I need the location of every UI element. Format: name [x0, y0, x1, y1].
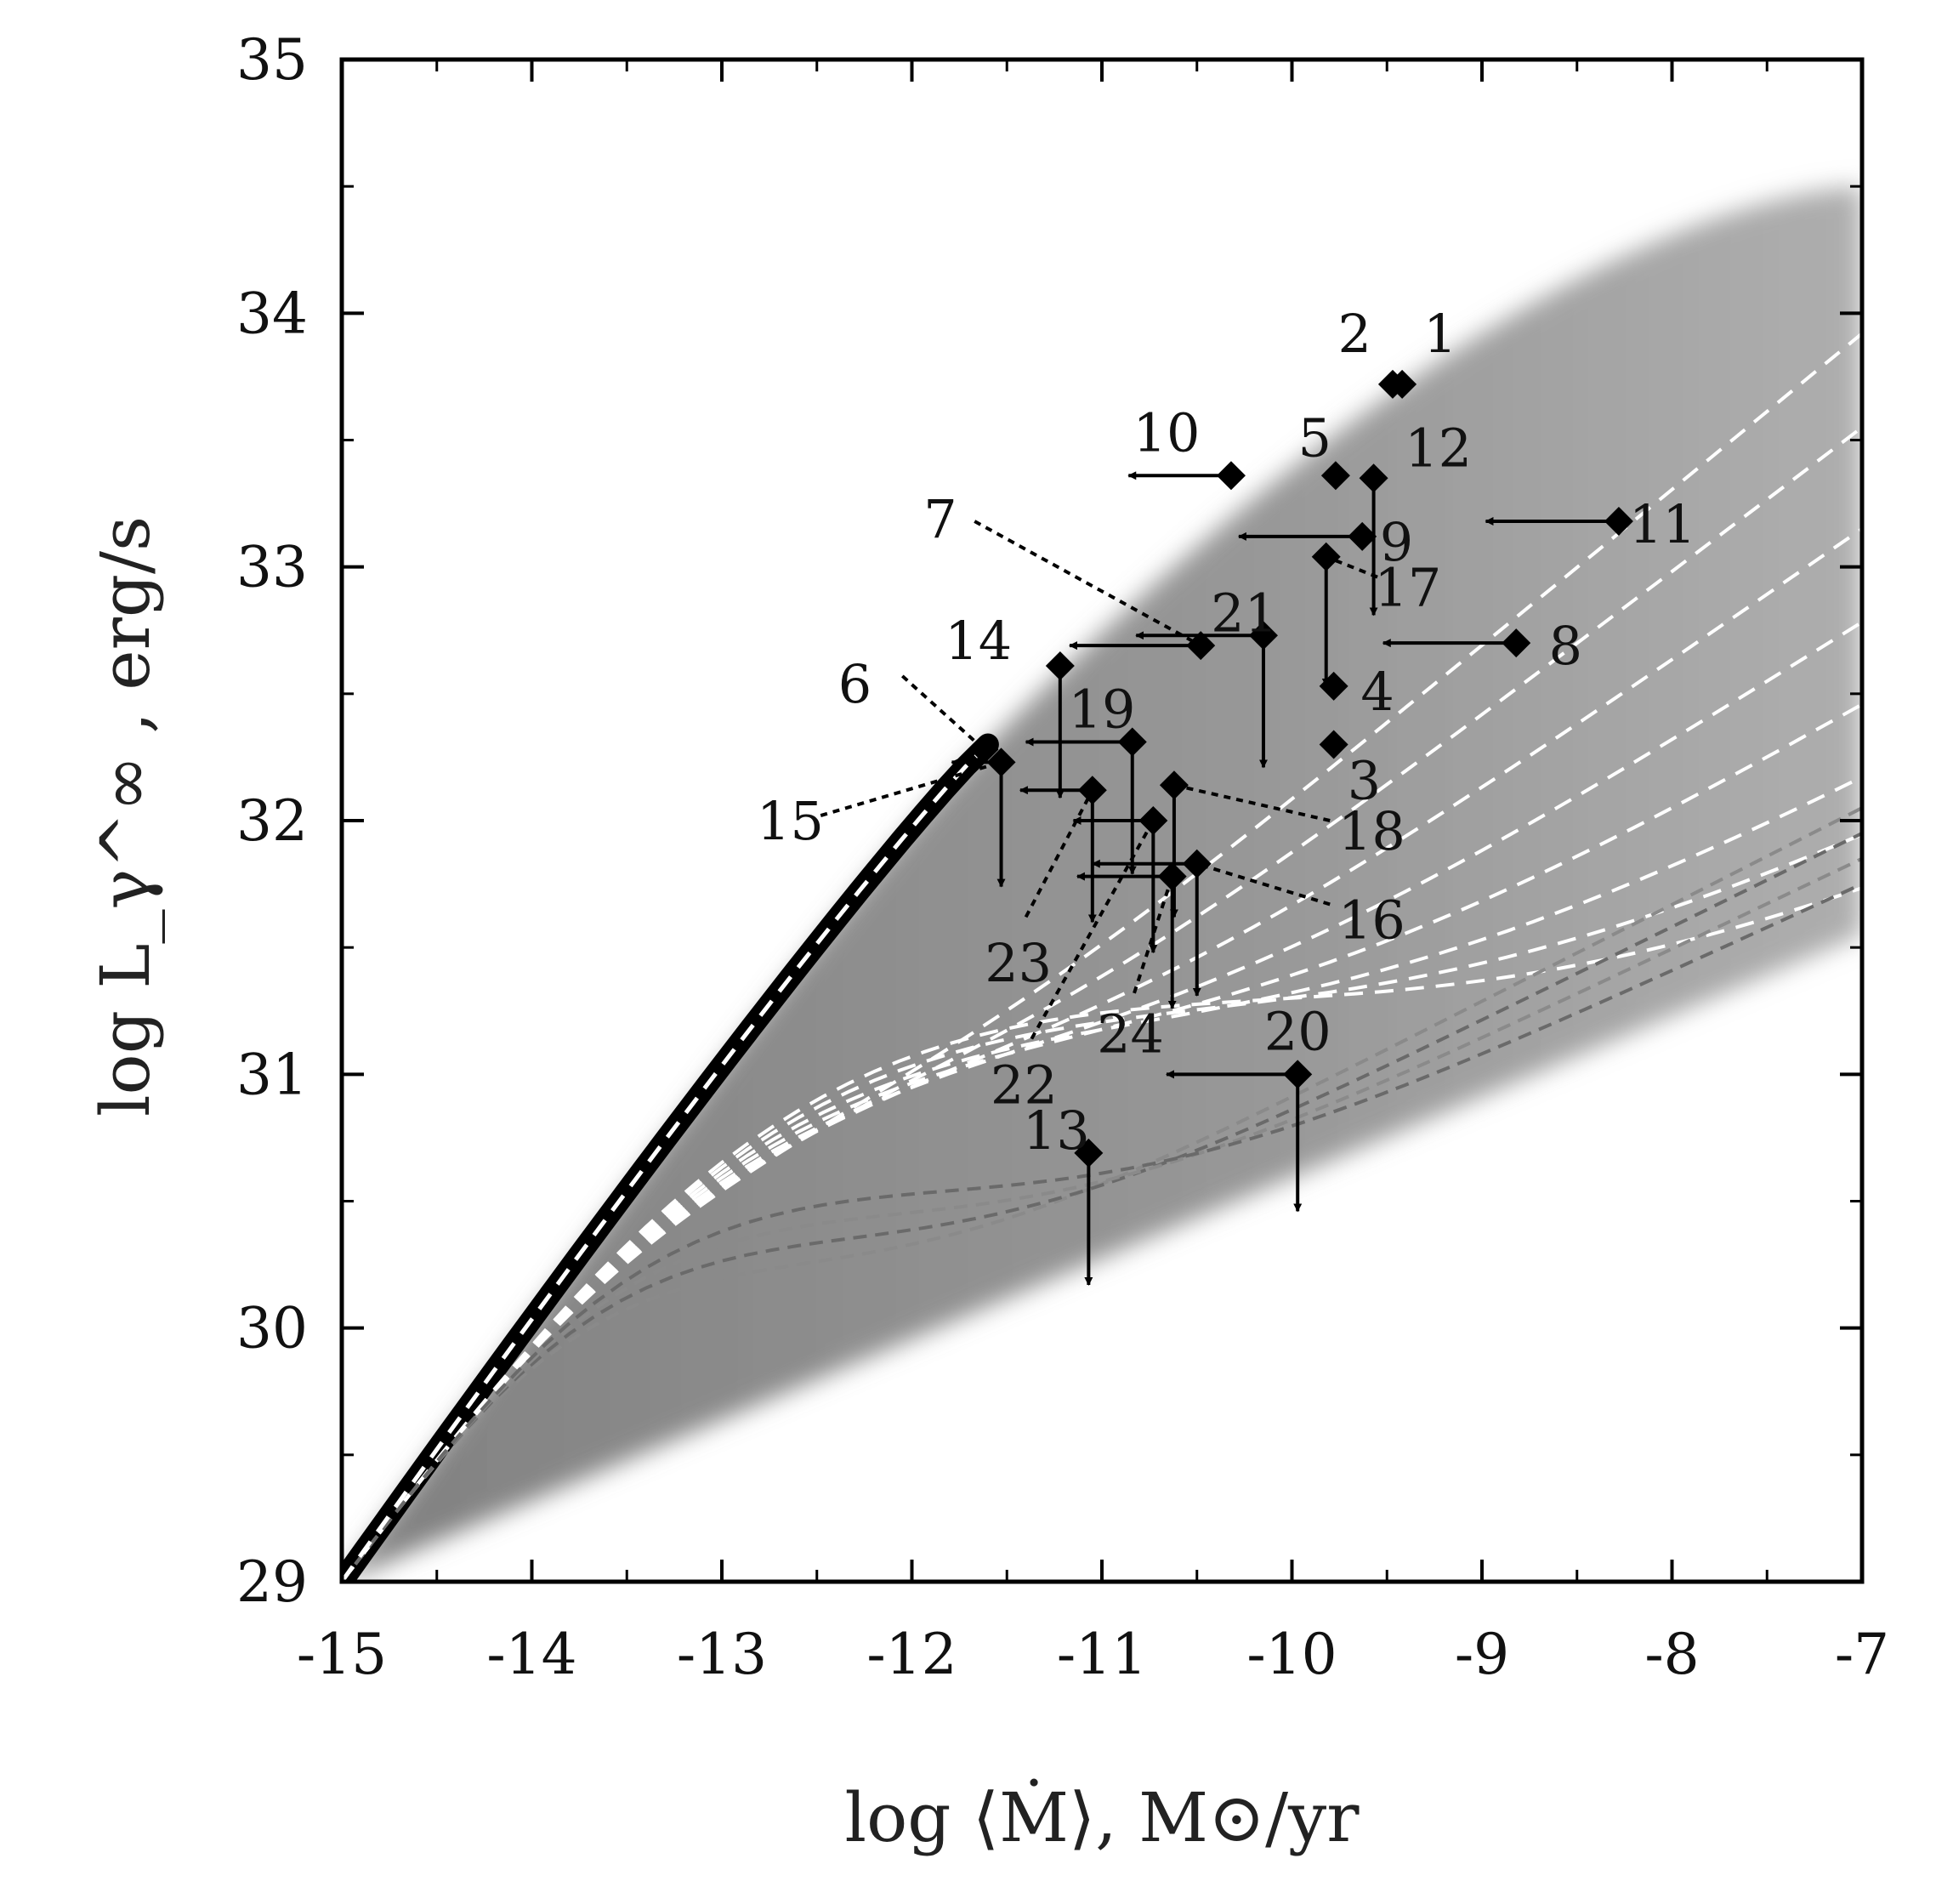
data-point [986, 747, 1016, 777]
label-pointer [820, 760, 1002, 817]
y-tick-label: 35 [236, 27, 308, 93]
y-tick-label: 34 [236, 281, 308, 346]
model-curves [342, 332, 1862, 1582]
white-dashed-curve [342, 702, 1862, 1582]
label-pointer [900, 674, 985, 751]
steep-dashed-curve [342, 742, 990, 1582]
point-label: 18 [1338, 800, 1405, 862]
y-axis-label: log L_γ^∞ , erg/s [86, 516, 165, 1117]
x-tick-label: -11 [1057, 1622, 1147, 1687]
y-tick-label: 31 [236, 1042, 308, 1107]
point-label: 16 [1338, 889, 1405, 951]
data-point [1359, 463, 1388, 493]
data-point [1283, 1060, 1313, 1089]
label-pointer [1195, 861, 1331, 907]
point-label: 2 [1338, 303, 1371, 365]
label-pointer [1030, 820, 1155, 1040]
data-point [1077, 776, 1107, 805]
data-point [1319, 671, 1348, 701]
label-pointer [1024, 789, 1094, 918]
data-point [1074, 1138, 1104, 1168]
point-label: 19 [1069, 679, 1136, 741]
model-band-region [342, 186, 1862, 1582]
x-tick-label: -12 [866, 1622, 957, 1687]
data-point [1604, 506, 1633, 536]
point-label: 24 [1097, 1003, 1164, 1066]
y-tick-label: 29 [236, 1549, 308, 1615]
point-label: 17 [1374, 557, 1441, 619]
data-point [1348, 521, 1377, 551]
model-band [342, 186, 1862, 1582]
data-point [1117, 727, 1147, 757]
data-point [1159, 770, 1189, 800]
white-dashed-curve [342, 426, 1862, 1582]
data-point [1248, 621, 1278, 651]
data-point [1320, 461, 1350, 491]
point-label: 21 [1211, 582, 1278, 644]
data-point [1138, 806, 1168, 835]
label-pointer [1133, 875, 1174, 994]
y-tick-label: 30 [236, 1296, 308, 1361]
point-label: 10 [1133, 402, 1201, 464]
point-label: 9 [1380, 511, 1413, 573]
data-point [969, 735, 999, 764]
data-point [1377, 369, 1407, 399]
white-dashed-curve [342, 527, 1862, 1582]
point-label: 6 [838, 653, 871, 715]
x-tick-label: -14 [486, 1622, 576, 1687]
point-label: 1 [1423, 303, 1456, 365]
point-label: 5 [1298, 407, 1331, 469]
point-label: 8 [1549, 615, 1582, 677]
point-label: 15 [757, 790, 824, 852]
data-point [1311, 542, 1341, 571]
point-label: 11 [1629, 493, 1696, 555]
y-tick-label: 32 [236, 788, 308, 854]
point-label: 4 [1360, 661, 1394, 723]
point-label: 7 [923, 488, 957, 550]
white-dashed-curve [342, 620, 1862, 1582]
data-point [1157, 861, 1187, 891]
point-label: 22 [991, 1054, 1058, 1116]
data-point [1319, 730, 1348, 759]
x-tick-label: -15 [297, 1622, 387, 1687]
x-tick-label: -13 [677, 1622, 767, 1687]
point-label: 12 [1405, 417, 1472, 479]
data-point [1502, 628, 1531, 658]
x-tick-label: -7 [1835, 1622, 1889, 1687]
grey-dashed-curve [342, 882, 1862, 1582]
data-point [1045, 651, 1075, 681]
x-axis-label: log ⟨Ṁ⟩, M⊙/yr [845, 1777, 1360, 1857]
grey-dashed-curve [342, 832, 1862, 1582]
data-point [1186, 631, 1216, 661]
point-label: 20 [1264, 1001, 1331, 1063]
white-dashed-curve [342, 886, 1862, 1582]
point-label: 3 [1348, 749, 1381, 811]
x-tick-label: -10 [1246, 1622, 1337, 1687]
data-point [1216, 461, 1246, 491]
data-point [1182, 849, 1212, 878]
point-label: 13 [1023, 1100, 1090, 1162]
label-pointer [1172, 782, 1331, 822]
label-pointer [1325, 554, 1378, 579]
label-pointer [974, 520, 1202, 647]
x-tick-label: -9 [1455, 1622, 1509, 1687]
point-label: 23 [985, 932, 1052, 994]
point-label: 14 [945, 610, 1012, 672]
grey-dashed-curve [342, 856, 1862, 1582]
x-tick-label: -8 [1644, 1622, 1699, 1687]
y-tick-label: 33 [236, 535, 308, 600]
